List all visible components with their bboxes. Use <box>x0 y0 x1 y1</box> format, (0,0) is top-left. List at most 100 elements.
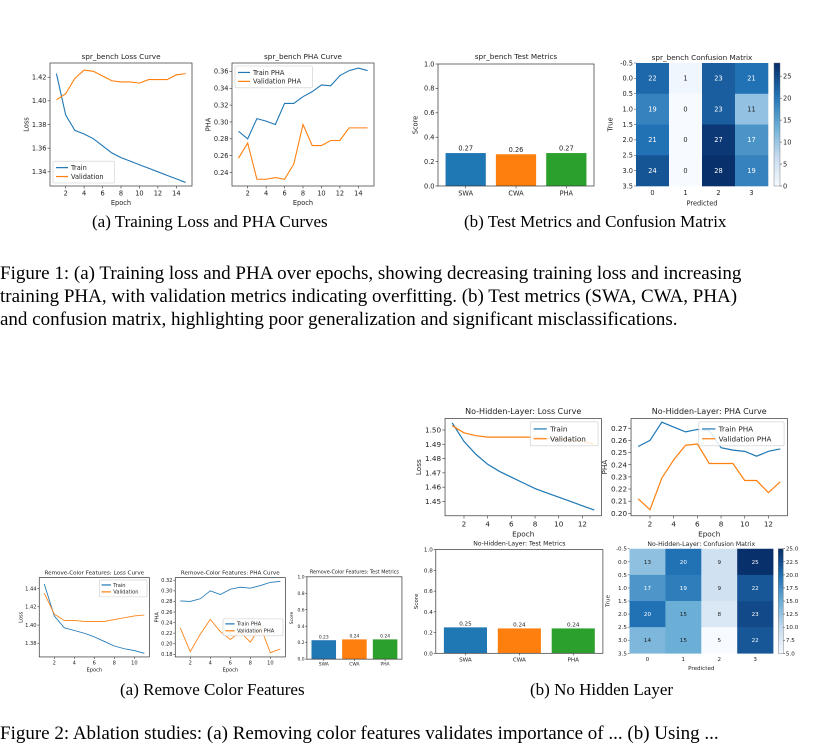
x-tick-label: 8 <box>249 660 252 666</box>
heatmap-cell <box>629 601 666 628</box>
cell-value-label: 19 <box>747 167 755 175</box>
y-tick-label: 2.5 <box>623 152 634 160</box>
fig2b-pha-chart: No-Hidden-Layer: PHA Curve 2 4 6 8 10 12 0.20 0.… <box>600 407 788 539</box>
legend-label: Train <box>70 164 87 172</box>
y-tick-label: 0.8 <box>424 85 435 93</box>
colorbar-segment <box>778 598 784 602</box>
colorbar-segment <box>774 142 780 147</box>
series-line-train-pha <box>238 67 368 140</box>
y-axis-label: Loss <box>414 459 423 475</box>
x-tick-label: 8 <box>719 519 724 528</box>
bar-value-label: 0.24 <box>567 622 580 628</box>
colorbar-segment <box>774 164 780 168</box>
colorbar-segment <box>778 632 784 636</box>
fig2b-loss-chart: No-Hidden-Layer: Loss Curve 2 4 6 8 10 12 1.45 1… <box>414 407 602 539</box>
bar-pha <box>546 153 587 186</box>
colorbar-segment <box>778 590 784 594</box>
x-tick-label: 10 <box>267 660 274 666</box>
y-tick-label: 0.32 <box>161 578 172 584</box>
cell-value-label: 23 <box>714 75 722 83</box>
plot-frame <box>174 577 286 658</box>
colorbar-tick-label: 12.5 <box>786 612 799 618</box>
colorbar-segment <box>774 112 780 116</box>
x-tick-label: SWA <box>458 190 473 198</box>
colorbar-segment <box>778 567 784 571</box>
colorbar-segment <box>778 582 784 586</box>
y-tick-label: 1.46 <box>425 483 442 492</box>
y-tick-label: 0.26 <box>611 436 628 445</box>
series-line-train <box>451 422 595 511</box>
heatmap-cell <box>665 627 702 654</box>
colorbar-segment <box>774 149 780 153</box>
colorbar-segment <box>774 152 780 156</box>
legend-label: Validation <box>113 590 138 596</box>
y-tick-label: 0.26 <box>214 152 229 160</box>
colorbar-segment <box>778 629 784 633</box>
y-tick-label: 1.0 <box>297 574 304 580</box>
y-tick-label: -0.5 <box>620 59 633 67</box>
bar-value-label: 0.26 <box>509 146 524 154</box>
cell-value-label: 27 <box>714 136 722 144</box>
colorbar-segment <box>778 611 784 615</box>
y-tick-label: 1.0 <box>424 60 435 68</box>
y-tick-label: 0.4 <box>424 134 435 142</box>
y-axis-label: Loss <box>22 117 30 132</box>
y-tick-label: 0.2 <box>297 640 304 646</box>
colorbar-segment <box>778 553 784 557</box>
y-tick-label: 0.21 <box>611 497 627 506</box>
chart-title: Remove-Color Features: Test Metrics <box>310 569 400 575</box>
colorbar-segment <box>778 621 784 625</box>
colorbar-tick-label: 25 <box>783 72 791 80</box>
fig1-test-metrics-chart: spr_bench Test Metrics 0.0 0.2 0.4 0.6 0.8 1.0… <box>411 52 595 198</box>
heatmap-cell <box>701 548 738 576</box>
x-tick-label: PHA <box>568 657 580 663</box>
y-tick-label: 2.0 <box>623 136 634 144</box>
colorbar-segment <box>778 595 784 599</box>
colorbar-segment <box>774 109 780 113</box>
cell-value-label: 19 <box>648 105 656 113</box>
colorbar-segment <box>778 585 784 589</box>
colorbar-segment <box>778 561 784 565</box>
x-tick-label: 8 <box>301 190 305 198</box>
heatmap-cell <box>636 155 670 187</box>
colorbar-segment <box>774 130 780 135</box>
colorbar-segment <box>774 136 780 141</box>
y-tick-label: 1.0 <box>424 548 433 554</box>
heatmap-cell <box>735 124 769 156</box>
y-tick-label: 0.0 <box>623 75 634 83</box>
x-tick-label: 2 <box>189 660 192 666</box>
colorbar-segment <box>774 170 780 175</box>
plot-frame <box>306 576 403 660</box>
y-tick-label: 0.0 <box>297 657 304 663</box>
y-tick-label: 0.20 <box>611 509 628 518</box>
x-tick-label: 4 <box>73 660 76 666</box>
y-axis-label: PHA <box>204 117 212 131</box>
colorbar-segment <box>778 608 784 612</box>
cell-value-label: 22 <box>752 586 759 592</box>
colorbar-segment <box>774 179 780 184</box>
heatmap-cell <box>665 574 702 602</box>
colorbar-segment <box>774 161 780 165</box>
heatmap-cell <box>701 627 738 654</box>
colorbar-segment <box>778 574 784 578</box>
bar-value-label: 0.25 <box>459 621 472 627</box>
colorbar-segment <box>774 118 780 122</box>
y-tick-label: 0.4 <box>297 624 304 630</box>
x-tick-label: 4 <box>264 190 268 198</box>
fig1-text-line-3: and confusion matrix, highlighting poor … <box>0 309 678 330</box>
y-tick-label: 1.38 <box>32 121 47 129</box>
series-line-validation <box>56 69 186 101</box>
chart-title: No-Hidden-Layer: Confusion Matrix <box>647 541 755 548</box>
colorbar-tick-label: 22.5 <box>786 560 799 566</box>
cell-value-label: 13 <box>644 560 652 566</box>
y-tick-label: 1.47 <box>425 468 441 477</box>
heatmap-cell <box>701 601 738 628</box>
legend-label: Validation PHA <box>237 629 275 635</box>
colorbar-segment <box>778 642 784 646</box>
y-axis-label: Score <box>289 611 295 624</box>
x-tick-label: PHA <box>560 190 574 198</box>
y-axis-label: True <box>606 117 614 132</box>
legend-box <box>234 65 313 89</box>
y-axis-label: PHA <box>600 460 609 475</box>
x-tick-label: 6 <box>282 190 286 198</box>
